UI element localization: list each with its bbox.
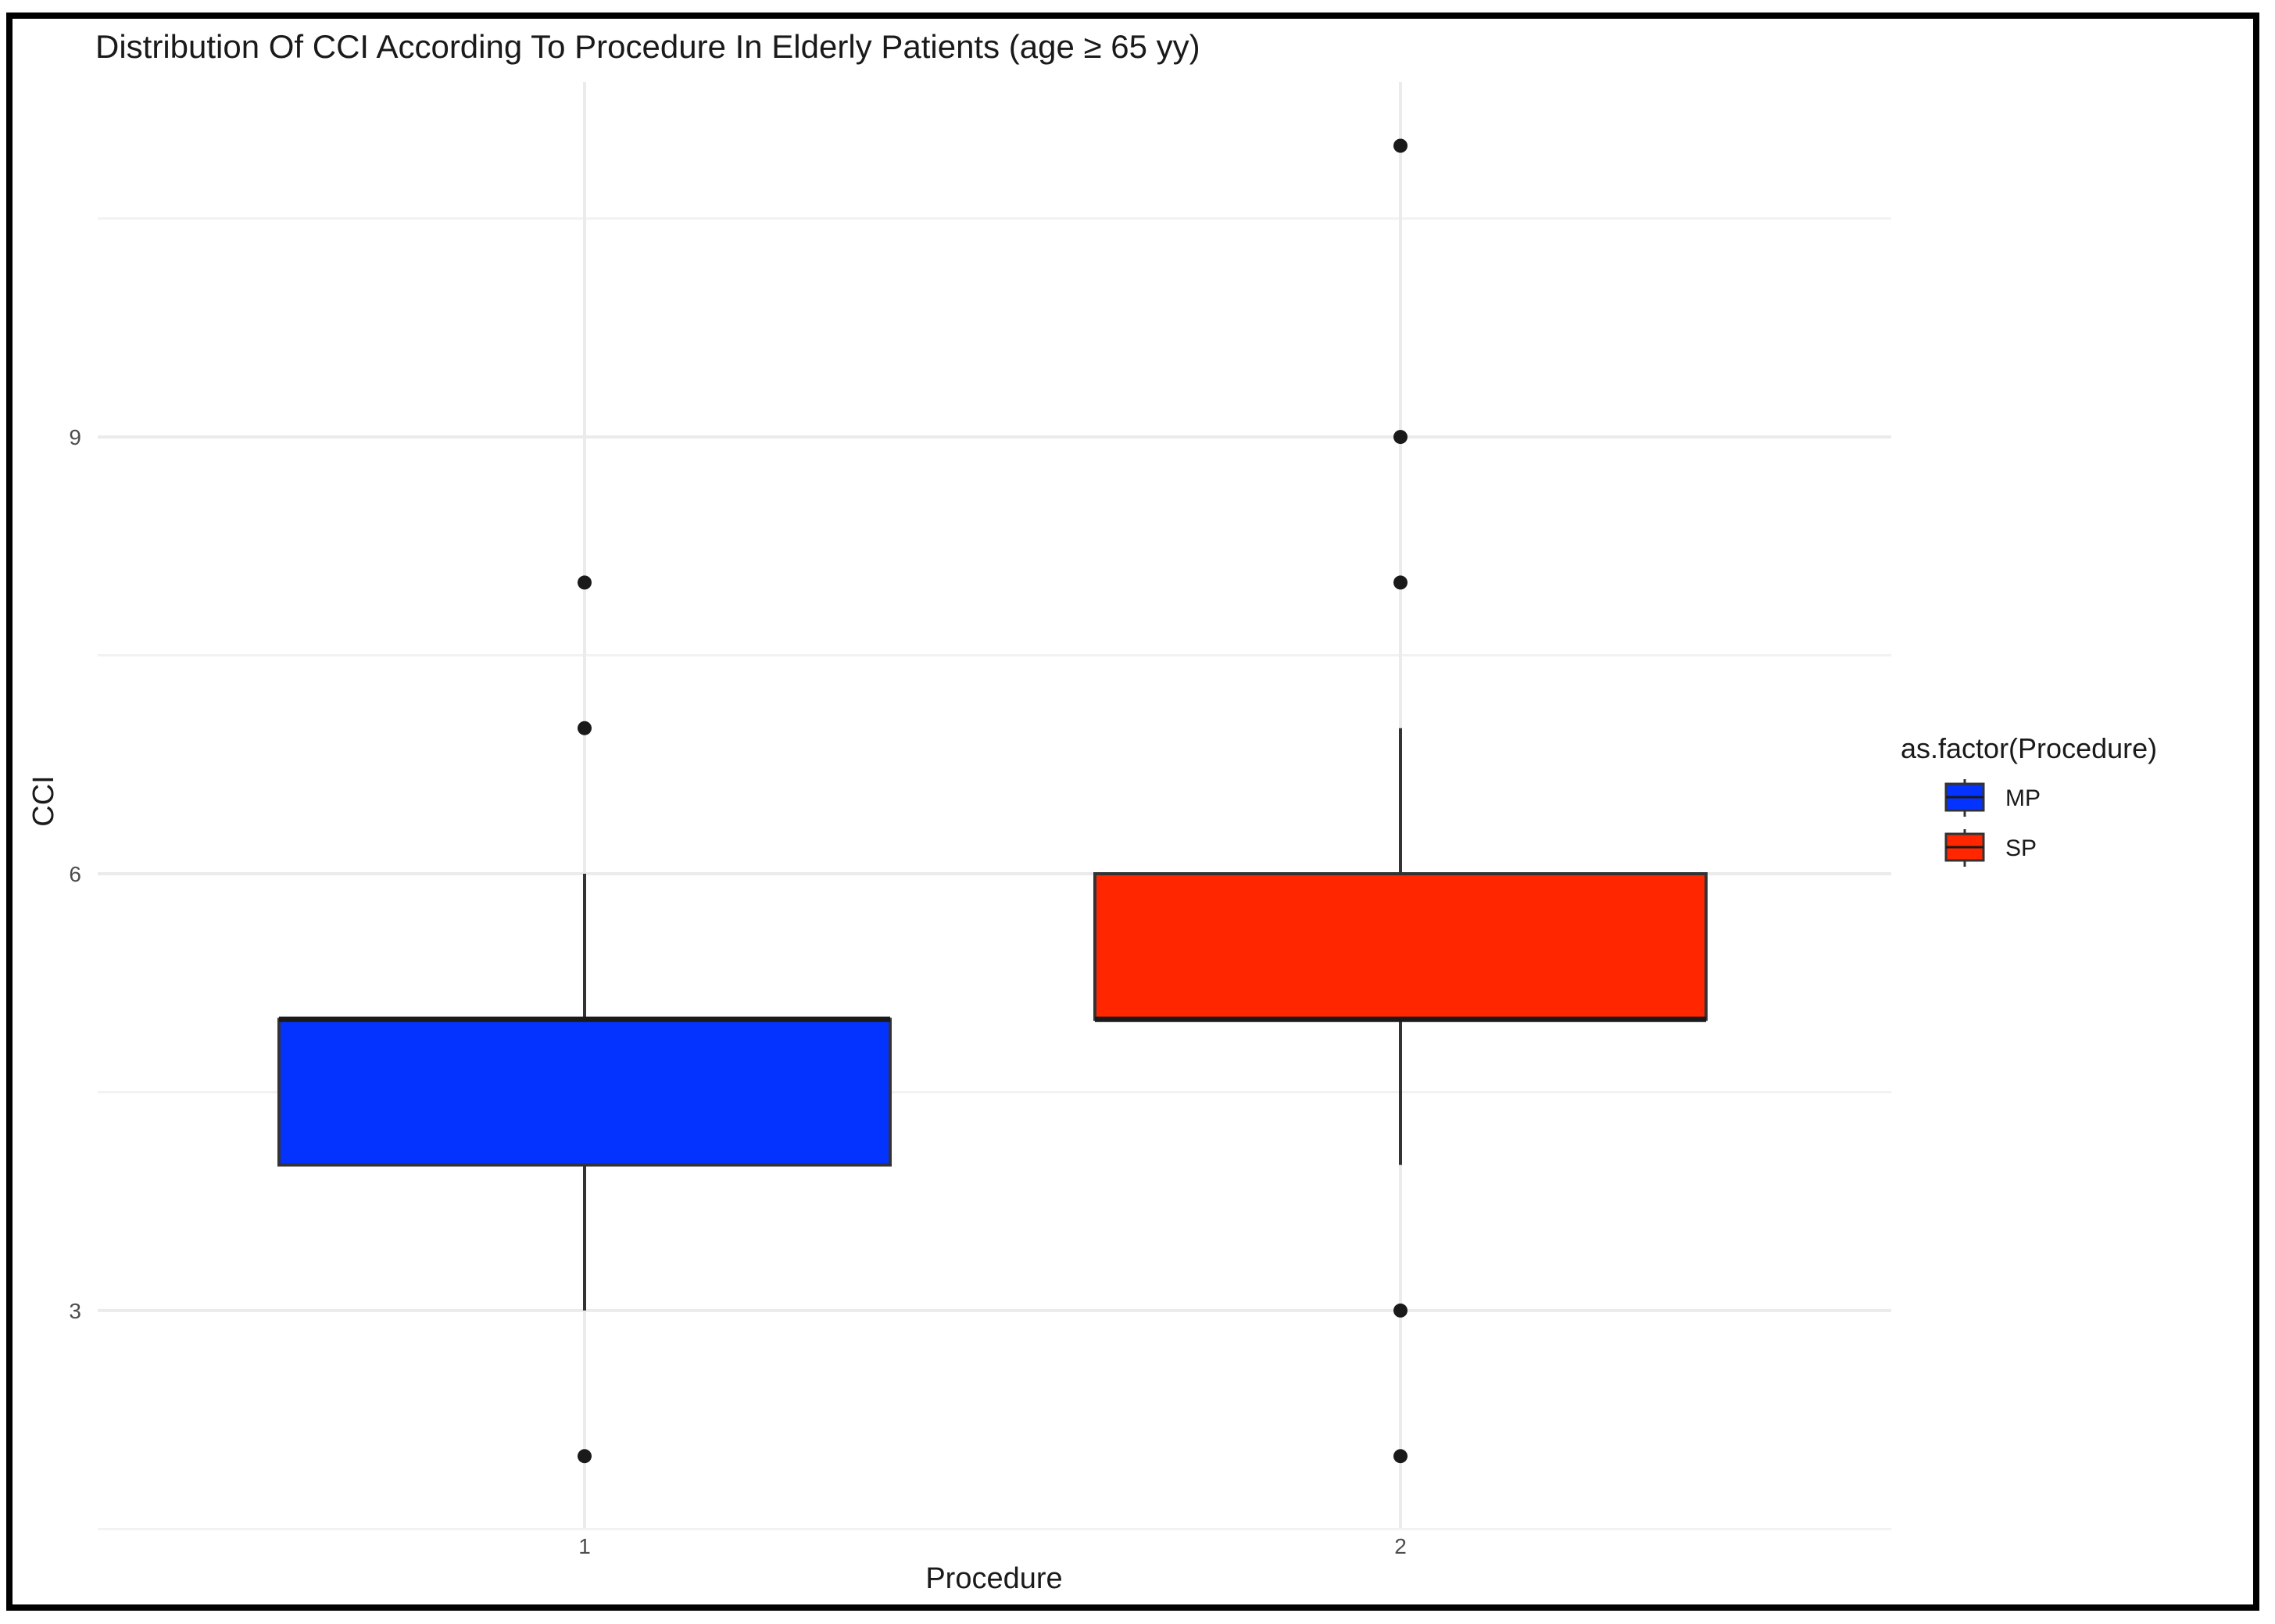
legend-entries: MP SP [1944, 779, 2041, 867]
y-tick-label: 6 [69, 862, 81, 886]
legend-label-SP: SP [2005, 835, 2037, 861]
figure-frame [6, 13, 2259, 1611]
box-group-MP [277, 575, 892, 1464]
outlier-point [578, 1449, 592, 1464]
box-SP [1093, 872, 1708, 1021]
outlier-point [578, 575, 592, 590]
outlier-point [1393, 1449, 1408, 1464]
legend-title: as.factor(Procedure) [1901, 732, 2157, 764]
y-axis-title: CCI [27, 775, 60, 826]
chart-title: Distribution Of CCI According To Procedu… [95, 28, 1200, 65]
y-tick-label: 3 [69, 1299, 81, 1323]
x-axis-title: Procedure [925, 1562, 1062, 1595]
y-tick-label: 9 [69, 425, 81, 449]
grid [98, 82, 1891, 1530]
box-group-SP [1093, 138, 1708, 1464]
boxes [277, 138, 1708, 1464]
outlier-point [1393, 430, 1408, 445]
legend-entry-MP: MP [1944, 779, 2041, 817]
legend-entry-SP: SP [1944, 829, 2037, 867]
outlier-point [1393, 1303, 1408, 1318]
outlier-point [1393, 575, 1408, 590]
x-tick-label: 1 [578, 1534, 591, 1558]
box-MP [277, 1018, 892, 1167]
outlier-point [1393, 138, 1408, 153]
outlier-point [578, 721, 592, 735]
legend-label-MP: MP [2005, 785, 2041, 811]
x-tick-label: 2 [1394, 1534, 1407, 1558]
legend: as.factor(Procedure) MP SP [1901, 732, 2157, 867]
